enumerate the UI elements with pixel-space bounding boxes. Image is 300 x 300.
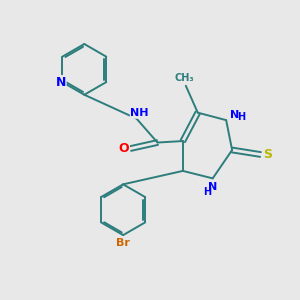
Text: O: O bbox=[119, 142, 129, 155]
Text: H: H bbox=[203, 187, 211, 197]
Text: N: N bbox=[56, 76, 66, 88]
Text: NH: NH bbox=[130, 108, 149, 118]
Text: CH₃: CH₃ bbox=[175, 73, 194, 83]
Text: Br: Br bbox=[116, 238, 130, 248]
Text: H: H bbox=[238, 112, 246, 122]
Text: N: N bbox=[208, 182, 217, 192]
Text: N: N bbox=[230, 110, 239, 120]
Text: S: S bbox=[263, 148, 272, 161]
